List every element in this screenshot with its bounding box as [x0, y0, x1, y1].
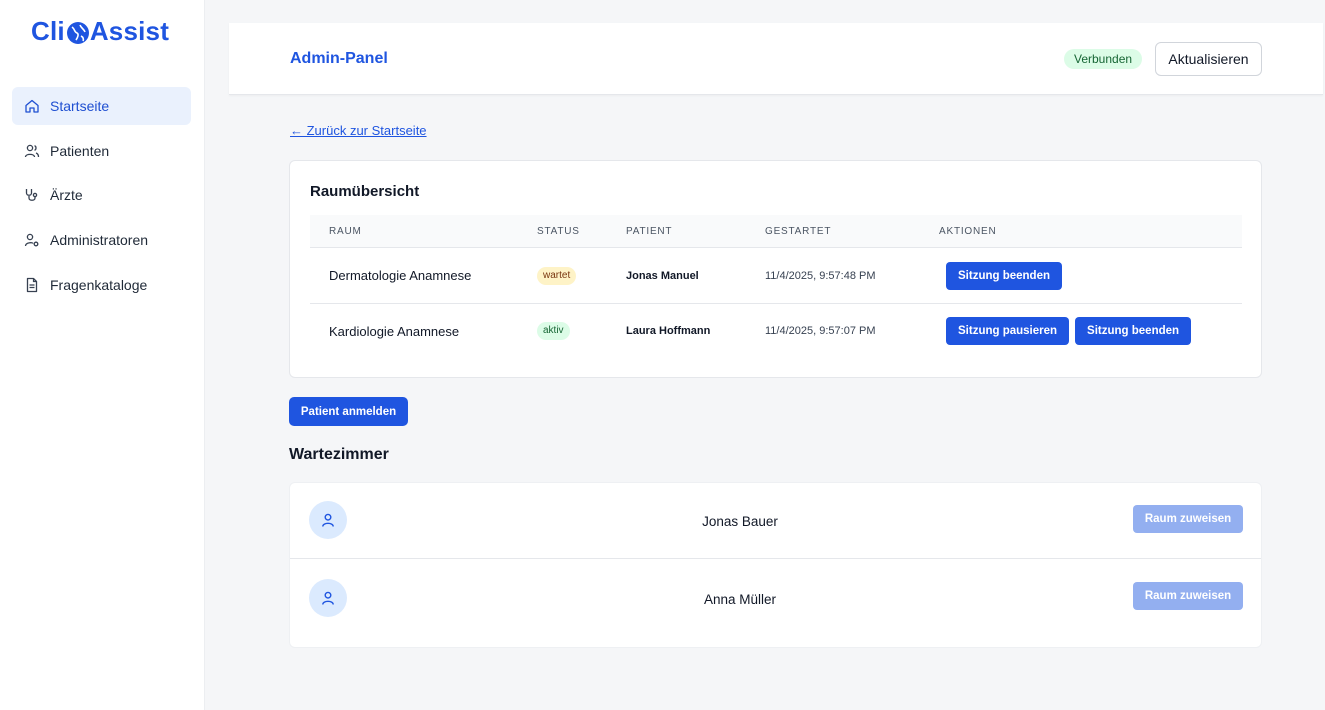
logo-text-right: Assist — [89, 16, 170, 46]
home-icon — [24, 98, 40, 114]
sidebar-item-fragenkataloge[interactable]: Fragenkataloge — [12, 266, 191, 304]
room-name: Kardiologie Anamnese — [329, 323, 460, 339]
register-patient-button[interactable]: Patient anmelden — [289, 397, 408, 426]
back-to-home-link[interactable]: ← Zurück zur Startseite — [290, 123, 427, 138]
status-badge: aktiv — [537, 322, 570, 340]
started-timestamp: 11/4/2025, 9:57:07 PM — [765, 325, 876, 337]
page-header: Admin-Panel Verbunden Aktualisieren — [229, 23, 1323, 95]
table-row: Dermatologie Anamnese wartet Jonas Manue… — [310, 248, 1242, 304]
logo[interactable]: Cli Assist — [31, 16, 169, 47]
column-header-actions: Aktionen — [939, 226, 997, 237]
actions-cell: Sitzung pausieren Sitzung beenden — [946, 304, 1197, 359]
column-header-room: Raum — [329, 226, 362, 237]
waiting-patient-name: Jonas Bauer — [702, 513, 778, 529]
assign-room-button[interactable]: Raum zuweisen — [1133, 582, 1243, 610]
end-session-button[interactable]: Sitzung beenden — [1075, 317, 1192, 345]
assign-room-button[interactable]: Raum zuweisen — [1133, 505, 1243, 533]
sidebar: Cli Assist Startseite Patienten — [0, 0, 205, 710]
sidebar-item-label: Fragenkataloge — [50, 276, 148, 293]
document-icon — [24, 277, 40, 293]
stethoscope-icon — [24, 187, 40, 203]
room-table: Raum Status Patient Gestartet Aktionen D… — [310, 215, 1242, 359]
waiting-room-list: Jonas Bauer Raum zuweisen Anna Müller Ra… — [289, 482, 1262, 648]
users-icon — [24, 143, 40, 159]
column-header-patient: Patient — [626, 226, 673, 237]
refresh-button[interactable]: Aktualisieren — [1155, 42, 1262, 76]
table-row: Kardiologie Anamnese aktiv Laura Hoffman… — [310, 304, 1242, 360]
started-timestamp: 11/4/2025, 9:57:48 PM — [765, 269, 876, 282]
room-overview-title: Raumübersicht — [310, 183, 420, 200]
logo-text-left: Cli — [31, 16, 65, 46]
page-title: Admin-Panel — [290, 50, 388, 67]
avatar — [309, 579, 347, 617]
actions-cell: Sitzung beenden — [946, 248, 1068, 303]
sidebar-item-label: Patienten — [50, 142, 110, 159]
end-session-button[interactable]: Sitzung beenden — [946, 261, 1062, 290]
patient-name: Jonas Manuel — [626, 269, 699, 282]
sidebar-item-label: Ärzte — [50, 187, 83, 204]
status-cell: aktiv — [537, 304, 570, 359]
user-icon — [322, 591, 334, 605]
column-header-started: Gestartet — [765, 226, 832, 237]
user-gear-icon — [24, 232, 40, 248]
main-content: Admin-Panel Verbunden Aktualisieren ← Zu… — [205, 0, 1325, 710]
user-icon — [322, 513, 334, 527]
waiting-room-title: Wartezimmer — [289, 446, 389, 463]
patient-name: Laura Hoffmann — [626, 325, 711, 337]
sidebar-item-administratoren[interactable]: Administratoren — [12, 221, 191, 259]
sidebar-item-label: Startseite — [50, 98, 110, 114]
sidebar-item-startseite[interactable]: Startseite — [12, 87, 191, 125]
room-name: Dermatologie Anamnese — [329, 268, 472, 283]
list-item: Jonas Bauer Raum zuweisen — [290, 483, 1261, 559]
waiting-patient-name: Anna Müller — [703, 591, 777, 607]
globe-icon — [66, 21, 90, 45]
sidebar-item-label: Administratoren — [50, 232, 149, 249]
list-item: Anna Müller Raum zuweisen — [290, 559, 1261, 647]
status-cell: wartet — [537, 248, 577, 303]
sidebar-item-aerzte[interactable]: Ärzte — [12, 176, 191, 214]
table-header: Raum Status Patient Gestartet Aktionen — [310, 215, 1242, 248]
connection-status-badge: Verbunden — [1064, 49, 1143, 69]
sidebar-item-patienten[interactable]: Patienten — [12, 132, 191, 170]
column-header-status: Status — [537, 226, 580, 237]
sidebar-nav: Startseite Patienten Ärzte Administrator… — [12, 87, 191, 310]
avatar — [309, 501, 347, 539]
room-overview-card: Raumübersicht Raum Status Patient Gestar… — [289, 160, 1262, 378]
status-badge: wartet — [537, 266, 577, 285]
pause-session-button[interactable]: Sitzung pausieren — [946, 317, 1070, 345]
